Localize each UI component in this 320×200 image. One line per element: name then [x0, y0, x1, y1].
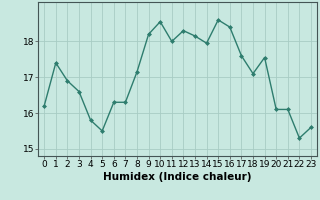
X-axis label: Humidex (Indice chaleur): Humidex (Indice chaleur)	[103, 172, 252, 182]
